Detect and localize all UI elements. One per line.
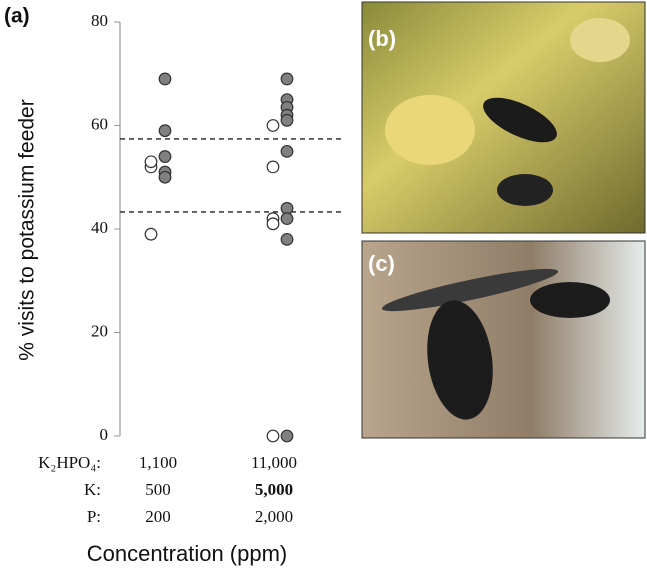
y-tick-label: 80 [91, 11, 108, 30]
flower [570, 18, 630, 62]
x-table-value: 500 [145, 480, 171, 499]
x-table-label: P: [87, 507, 101, 526]
figure: (a) % visits to potassium feeder Concent… [0, 0, 647, 571]
y-axis-label: % visits to potassium feeder [16, 99, 39, 360]
x-axis-label: Concentration (ppm) [87, 541, 288, 566]
data-point [145, 156, 157, 168]
data-point [267, 120, 279, 132]
data-point [281, 234, 293, 246]
data-point [159, 73, 171, 85]
photo-label: (b) [368, 26, 396, 51]
y-tick-label: 20 [91, 321, 108, 340]
data-point [281, 213, 293, 225]
flower [385, 95, 475, 165]
data-point [159, 171, 171, 183]
panel-label: (a) [4, 5, 30, 28]
wasp [497, 174, 553, 206]
photo-frame [362, 241, 645, 438]
x-table-value: 1,100 [139, 453, 177, 472]
photo-label: (c) [368, 251, 395, 276]
x-table-value: 5,000 [255, 480, 293, 499]
x-table-label: K: [84, 480, 101, 499]
data-point [267, 218, 279, 230]
photo-b: (b) [362, 2, 645, 233]
data-point [281, 146, 293, 158]
y-tick-label: 0 [100, 425, 109, 444]
data-point [159, 125, 171, 137]
data-point [267, 161, 279, 173]
data-point [145, 228, 157, 240]
data-point [281, 115, 293, 127]
x-table-label: K₂HPO₄: [38, 453, 101, 472]
y-tick-label: 40 [91, 218, 108, 237]
data-point [159, 151, 171, 163]
x-table-value: 2,000 [255, 507, 293, 526]
wasp [530, 282, 610, 318]
data-point [267, 430, 279, 442]
data-point [281, 73, 293, 85]
data-point [281, 430, 293, 442]
x-table-value: 11,000 [251, 453, 297, 472]
photo-c: (c) [362, 241, 645, 438]
y-tick-label: 60 [91, 114, 108, 133]
x-table-value: 200 [145, 507, 171, 526]
